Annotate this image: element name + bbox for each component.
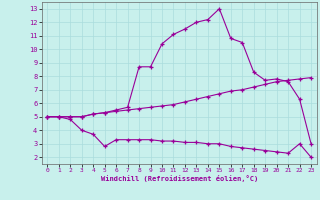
X-axis label: Windchill (Refroidissement éolien,°C): Windchill (Refroidissement éolien,°C) [100, 175, 258, 182]
